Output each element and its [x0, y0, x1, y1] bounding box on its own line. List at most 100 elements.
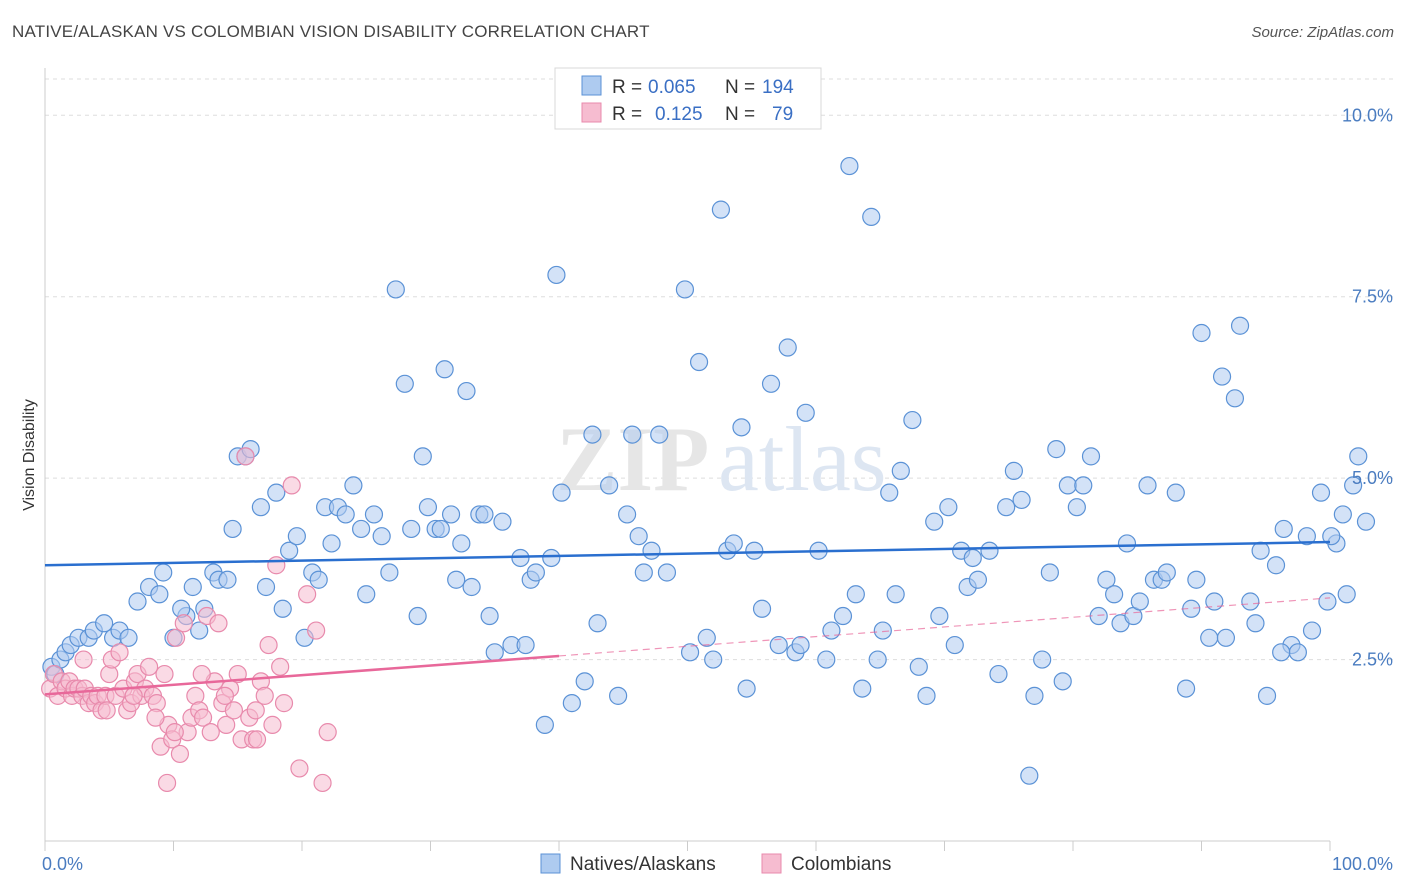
natives-point-82	[618, 505, 637, 524]
colombians-trend-extension	[558, 597, 1331, 657]
natives-point-130	[968, 570, 988, 589]
natives-point-103	[778, 338, 797, 357]
natives-point-170	[1266, 556, 1286, 575]
colombians-point-48	[217, 715, 236, 734]
natives-point-153	[1138, 476, 1157, 495]
colombians-point-73	[146, 708, 165, 727]
natives-point-98	[737, 679, 756, 698]
natives-point-161	[1200, 628, 1219, 647]
natives-point-46	[372, 527, 391, 546]
natives-point-91	[689, 352, 709, 372]
natives-point-100	[752, 599, 772, 618]
legend-r-label-1: R =	[612, 77, 642, 98]
colombians-point-42	[193, 708, 213, 727]
natives-point-8	[95, 614, 114, 633]
natives-point-63	[475, 505, 494, 524]
natives-point-126	[945, 635, 964, 655]
colombians-point-46	[209, 614, 228, 633]
natives-point-165	[1225, 389, 1245, 408]
colombians-point-68	[313, 773, 332, 793]
natives-point-45	[364, 505, 384, 524]
natives-point-11	[119, 628, 138, 647]
colombians-point-58	[255, 686, 274, 705]
natives-point-135	[1012, 490, 1031, 510]
natives-point-55	[431, 519, 450, 539]
natives-point-92	[697, 628, 716, 647]
natives-point-93	[704, 650, 723, 669]
natives-point-106	[796, 403, 815, 422]
natives-point-83	[623, 425, 642, 444]
natives-point-109	[822, 621, 841, 640]
natives-point-146	[1089, 606, 1108, 626]
natives-point-42	[344, 476, 363, 495]
colombians-point-65	[290, 759, 309, 778]
colombians-point-28	[139, 657, 159, 676]
natives-point-134	[1004, 461, 1023, 480]
natives-point-180	[1337, 585, 1356, 604]
natives-point-12	[128, 592, 147, 611]
natives-point-186	[1251, 541, 1270, 560]
natives-point-116	[873, 621, 892, 640]
natives-point-75	[552, 483, 571, 502]
colombians-point-69	[318, 723, 337, 742]
colombians-point-66	[298, 585, 317, 604]
chart-title: NATIVE/ALASKAN VS COLOMBIAN VISION DISAB…	[12, 22, 650, 41]
natives-point-101	[761, 374, 781, 393]
natives-point-157	[1166, 483, 1185, 502]
natives-point-81	[609, 686, 628, 705]
natives-point-34	[287, 527, 306, 546]
source-label: Source: ZipAtlas.com	[1251, 24, 1394, 41]
natives-point-121	[909, 657, 928, 676]
y-tick-label-3: 10.0%	[1342, 105, 1393, 125]
natives-point-175	[1302, 621, 1322, 640]
colombians-point-35	[166, 628, 186, 647]
natives-point-119	[891, 461, 910, 480]
natives-point-90	[680, 643, 700, 662]
legend-n-value-2: 79	[772, 104, 793, 125]
axes	[44, 68, 1331, 851]
natives-point-123	[925, 512, 944, 531]
natives-point-139	[1040, 563, 1059, 582]
colombians-point-78	[157, 773, 177, 793]
legend-bottom: Natives/Alaskans Colombians	[540, 853, 891, 875]
natives-point-168	[1246, 614, 1265, 633]
natives-point-37	[309, 570, 328, 589]
natives-point-163	[1212, 367, 1232, 386]
colombians-point-75	[192, 664, 211, 684]
natives-point-176	[1311, 483, 1331, 502]
natives-point-164	[1216, 628, 1236, 647]
natives-point-73	[542, 548, 561, 568]
colombians-point-63	[274, 694, 294, 713]
natives-point-39	[322, 534, 341, 553]
natives-point-150	[1117, 534, 1137, 553]
natives-point-97	[732, 418, 751, 437]
natives-point-145	[1081, 447, 1101, 466]
colombians-point-50	[224, 701, 243, 720]
natives-point-174	[1297, 527, 1316, 546]
legend-r-value-2: 0.125	[655, 104, 703, 125]
y-tick-labels: 2.5% 5.0% 7.5% 10.0%	[1342, 105, 1393, 669]
colombians-point-70	[74, 650, 93, 669]
natives-point-122	[917, 686, 936, 705]
colombians-point-53	[236, 447, 255, 466]
natives-point-71	[526, 563, 545, 582]
natives-point-14	[150, 585, 169, 604]
natives-point-124	[930, 606, 949, 626]
natives-point-44	[357, 585, 376, 604]
natives-trend-line	[44, 540, 1331, 567]
natives-point-141	[1053, 672, 1072, 691]
natives-point-99	[745, 541, 764, 560]
natives-point-59	[452, 534, 471, 553]
legend-n-label-2: N =	[725, 104, 755, 125]
natives-point-179	[1333, 505, 1352, 524]
natives-point-15	[154, 563, 173, 582]
y-tick-label-1: 5.0%	[1352, 468, 1393, 488]
natives-point-48	[386, 280, 405, 299]
natives-point-87	[650, 425, 669, 444]
natives-point-166	[1230, 316, 1250, 335]
natives-point-57	[441, 505, 461, 524]
colombians-point-37	[174, 614, 193, 633]
colombians-point-56	[247, 730, 267, 749]
natives-point-173	[1288, 643, 1307, 662]
y-tick-label-0: 2.5%	[1352, 650, 1393, 670]
